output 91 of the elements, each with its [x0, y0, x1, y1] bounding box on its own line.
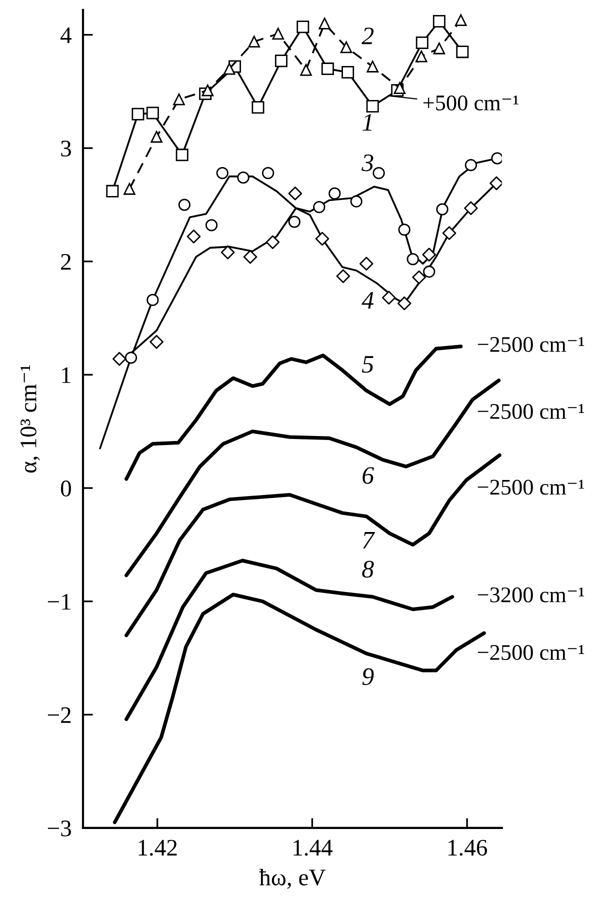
- point: [248, 36, 260, 48]
- y-tick-label: 1: [62, 367, 70, 383]
- point: [436, 203, 448, 216]
- point: [272, 28, 284, 40]
- point: [243, 250, 258, 264]
- series-label: 6: [362, 467, 374, 484]
- point: [124, 183, 136, 195]
- point: [456, 46, 469, 58]
- point: [252, 101, 264, 114]
- point: [336, 269, 350, 284]
- point: [359, 256, 374, 271]
- point: [176, 148, 188, 162]
- x-tick-label: 1.42: [138, 840, 177, 856]
- point: [146, 106, 159, 120]
- y-tick-label: 0: [60, 480, 71, 496]
- series-label: 2: [362, 28, 374, 44]
- point: [350, 195, 362, 208]
- point: [173, 94, 185, 106]
- y-tick-label: 3: [61, 140, 71, 157]
- point: [423, 266, 436, 278]
- point: [124, 352, 138, 364]
- point: [112, 352, 126, 366]
- y-tick-label: 2: [61, 254, 71, 270]
- point: [296, 20, 310, 34]
- point: [223, 62, 236, 75]
- point: [340, 41, 352, 54]
- y-tick-label: −2: [48, 707, 71, 723]
- point: [422, 248, 436, 262]
- point: [397, 296, 412, 310]
- point: [300, 64, 312, 76]
- point: [220, 245, 235, 260]
- annotation: −3200 cm⁻¹: [478, 587, 584, 602]
- x-axis-title: ħω, eV: [259, 868, 326, 889]
- point: [266, 235, 280, 250]
- line-series: [124, 558, 454, 722]
- point: [442, 226, 456, 240]
- point: [464, 201, 478, 216]
- point: [150, 334, 164, 349]
- series-label: 7: [363, 532, 375, 548]
- series-label: 4: [362, 292, 374, 309]
- point: [146, 294, 159, 306]
- annotation: +500 cm⁻¹: [423, 95, 518, 110]
- point: [150, 130, 162, 143]
- point: [491, 152, 502, 164]
- y-axis-title: α, 10³ cm⁻¹: [20, 365, 40, 473]
- point: [106, 184, 119, 198]
- point: [415, 50, 428, 62]
- point: [382, 290, 396, 305]
- y-tick-label: 4: [60, 27, 72, 44]
- point: [412, 270, 426, 284]
- y-tick-label: −1: [48, 594, 70, 610]
- annotation: −2500 cm⁻¹: [478, 644, 584, 660]
- point: [216, 166, 228, 180]
- point: [186, 230, 201, 244]
- series-label: 8: [362, 560, 374, 578]
- point: [288, 186, 302, 200]
- point: [321, 62, 334, 76]
- x-tick-label: 1.46: [448, 840, 488, 856]
- point: [178, 198, 191, 211]
- point: [464, 159, 478, 172]
- point: [454, 14, 467, 26]
- point: [394, 82, 406, 94]
- series-label: 9: [362, 668, 374, 686]
- point: [366, 100, 379, 112]
- point: [406, 253, 419, 266]
- point: [315, 232, 330, 246]
- series-label: 5: [362, 356, 374, 373]
- point: [262, 166, 274, 180]
- point: [205, 219, 218, 232]
- point: [318, 18, 330, 30]
- point: [372, 166, 385, 180]
- point: [237, 172, 250, 184]
- point: [288, 216, 300, 228]
- annotation: −2500 cm⁻¹: [478, 480, 584, 495]
- y-tick-label: −3: [48, 820, 71, 836]
- series-label: 1: [362, 114, 372, 131]
- point: [432, 14, 446, 28]
- point: [132, 108, 144, 120]
- point: [366, 60, 378, 72]
- annotation: −2500 cm⁻¹: [478, 404, 584, 419]
- series-label: 3: [362, 154, 374, 172]
- point: [433, 42, 446, 54]
- point: [416, 36, 428, 49]
- point: [202, 84, 214, 96]
- x-tick-label: 1.44: [294, 840, 332, 856]
- point: [328, 187, 341, 200]
- point: [274, 54, 288, 68]
- point: [342, 66, 354, 78]
- point: [313, 200, 326, 214]
- annotation: −2500 cm⁻¹: [478, 336, 584, 352]
- point: [398, 224, 410, 236]
